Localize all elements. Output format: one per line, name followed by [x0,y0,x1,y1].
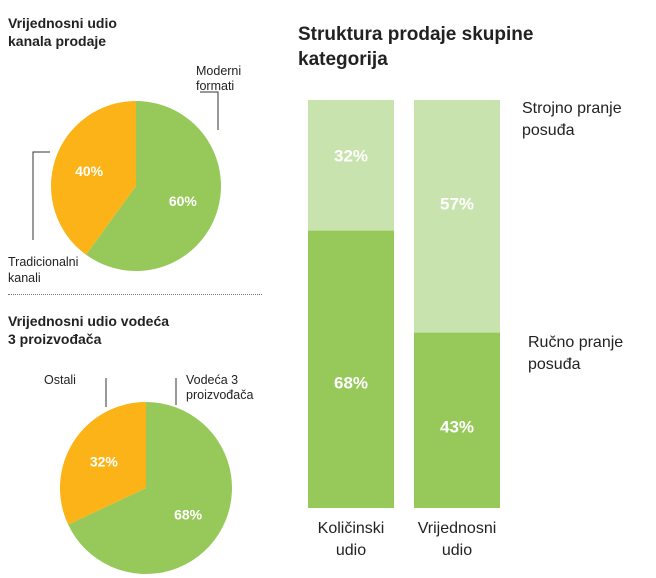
pie2-slice-ostali [59,402,146,525]
pie2-title: Vrijednosni udio vodeća 3 proizvođača [8,312,169,348]
pie2-value-label-ostali: 32% [90,453,119,469]
pie2-label-ostali: Ostali [44,373,76,387]
pie1-title-line2: kanala prodaje [8,33,107,49]
legend-strojno: Strojno pranje posuđa [522,98,622,142]
legend-strojno-line1: Strojno pranje [522,100,622,117]
pie1-label-moderni-line2: formati [196,79,234,93]
bar-vrijednosni-rucno-label: 43% [440,418,474,437]
pie2-value-label-vodeca: 68% [174,507,203,523]
bar-kolicinski-rucno-label: 68% [334,374,368,393]
pie2-label-vodeca-line2: proizvođača [186,388,253,402]
pie1-leader-tradicionalni [32,151,50,240]
legend-rucno-line2: posuđa [528,356,581,373]
category-label-vrijednosni: Vrijednosni udio [402,518,512,562]
pie1: 60% 40% Moderni formati Tradicionalni ka… [8,64,241,285]
pie1-title: Vrijednosni udio kanala prodaje [8,14,117,50]
bar-vrijednosni-strojno-label: 57% [440,194,474,213]
pie2-slice-vodeca [68,402,232,574]
legend-rucno: Ručno pranje posuđa [528,332,623,376]
pie1-label-moderni-line1: Moderni [196,64,241,78]
pie2: 68% 32% Ostali Vodeća 3 proizvođača [44,373,253,574]
bar-title-line2: kategorija [298,49,388,70]
bar-vrijednosni-rucno [414,332,500,508]
bar-chart-title: Struktura prodaje skupine kategorija [298,22,533,72]
pie2-title-line2: 3 proizvođača [8,331,102,347]
legend-rucno-line1: Ručno pranje [528,334,624,351]
pie1-slice-tradicionalni [50,101,136,255]
category-vrijednosni-line1: Vrijednosni [417,520,497,537]
bar-kolicinski-strojno [308,100,394,231]
category-vrijednosni-line2: udio [441,542,473,559]
pie1-title-line1: Vrijednosni udio [8,15,117,31]
pie1-label-tradicionalni-line1: Tradicionalni [8,255,78,269]
bar-title-line1: Struktura prodaje skupine [298,24,534,45]
stacked-bars: 68% 32% 43% 57% [308,100,500,508]
legend-strojno-line2: posuđa [522,122,575,139]
category-kolicinski-line1: Količinski [317,520,385,537]
bar-kolicinski-strojno-label: 32% [334,146,368,165]
section-divider [8,294,262,295]
pie1-slice-moderni [86,101,221,271]
bar-kolicinski-rucno [308,230,394,508]
category-label-kolicinski: Količinski udio [296,518,406,562]
pie1-value-label-tradicionalni: 40% [75,163,104,179]
pie1-label-tradicionalni-line2: kanali [8,271,41,285]
pie2-title-line1: Vrijednosni udio vodeća [8,313,170,329]
category-kolicinski-line2: udio [335,542,367,559]
pie1-value-label-moderni: 60% [169,193,198,209]
pie2-label-vodeca-line1: Vodeća 3 [186,373,238,387]
bar-vrijednosni-strojno [414,100,500,333]
pie1-leader-moderni [200,91,219,130]
